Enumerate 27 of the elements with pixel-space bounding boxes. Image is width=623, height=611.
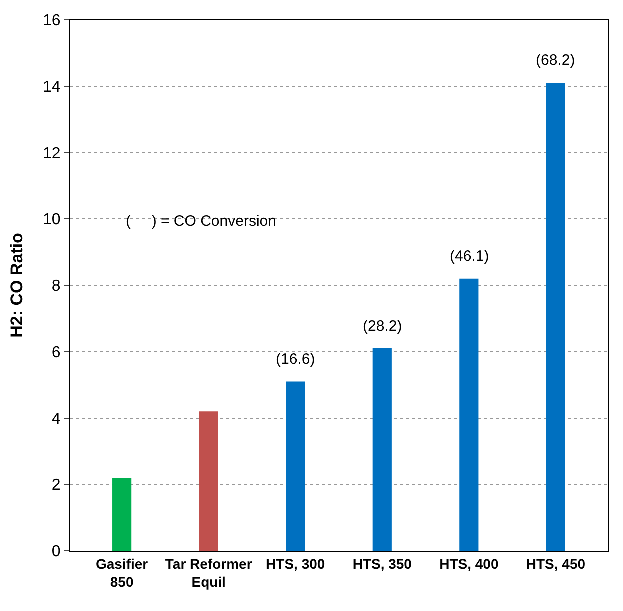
bar — [460, 278, 479, 551]
bar — [546, 83, 566, 551]
annotation: (28.2) — [363, 318, 402, 335]
x-tick-label: Gasifier 850 — [96, 556, 149, 590]
bar — [372, 348, 392, 551]
y-tick-label: 12 — [43, 145, 61, 162]
bar — [286, 382, 306, 551]
annotation: (68.2) — [536, 52, 576, 69]
annotation: ( ) = CO Conversion — [126, 213, 276, 230]
y-tick-label: 0 — [52, 544, 61, 561]
y-tick-label: 4 — [52, 410, 61, 428]
y-tick-label: 8 — [52, 278, 61, 296]
x-tick-label: HTS, 350 — [352, 556, 412, 572]
bar — [112, 478, 132, 551]
bar — [199, 412, 218, 551]
y-tick-label: 10 — [43, 212, 61, 229]
y-tick-label: 6 — [52, 344, 61, 362]
x-tick-label: HTS, 450 — [526, 556, 586, 572]
y-tick-label: 2 — [52, 477, 61, 494]
x-tick-label: HTS, 400 — [440, 556, 499, 572]
x-tick-label: HTS, 300 — [266, 556, 326, 572]
annotation: (46.1) — [450, 248, 490, 265]
x-tick-label: Tar Reformer Equil — [165, 556, 253, 590]
y-tick-label: 16 — [43, 12, 61, 30]
y-tick-label: 14 — [43, 78, 61, 96]
annotation: (16.6) — [276, 351, 316, 368]
y-axis-title: H2: CO Ratio — [8, 233, 27, 338]
